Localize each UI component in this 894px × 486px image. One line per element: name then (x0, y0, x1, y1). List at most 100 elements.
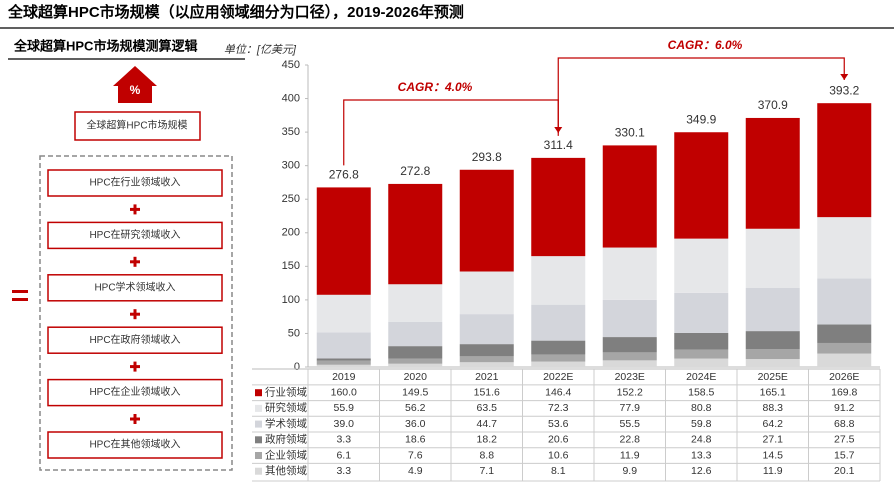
table-value: 18.6 (405, 434, 426, 446)
table-value: 7.6 (408, 449, 423, 461)
bar-segment (817, 324, 872, 343)
table-value: 27.1 (763, 434, 784, 446)
bar-segment (745, 349, 800, 360)
bar-segment (602, 352, 657, 361)
item-box (47, 274, 223, 302)
bar-segment (459, 271, 514, 315)
legend-swatch (255, 420, 262, 428)
plus-sign (133, 414, 137, 424)
table-value: 9.9 (622, 465, 637, 477)
total-label: 311.4 (544, 138, 573, 152)
table-value: 3.3 (336, 465, 351, 477)
total-label: 272.8 (400, 164, 430, 178)
bar-segment (531, 256, 586, 305)
bar-segment (388, 363, 443, 367)
item-label: HPC在行业领域收入 (89, 176, 180, 189)
bar-segment (459, 314, 514, 345)
bar-segment (531, 361, 586, 367)
bar-segment (674, 132, 729, 239)
item-box (47, 431, 223, 459)
table-value: 68.8 (834, 418, 855, 430)
total-box (74, 111, 201, 141)
bar-segment (817, 342, 872, 354)
x-tick-label: 2026E (829, 371, 859, 383)
table-value: 55.9 (334, 402, 355, 414)
y-tick-label: 300 (282, 160, 300, 172)
y-tick-label: 450 (282, 59, 300, 71)
table-value: 24.8 (691, 434, 712, 446)
y-tick-label: 200 (282, 227, 300, 239)
table-value: 8.8 (479, 449, 494, 461)
bar-segment (745, 359, 800, 367)
cagr-label: CAGR：4.0% (398, 80, 473, 94)
bar-segment (459, 362, 514, 367)
bar-segment (602, 299, 657, 338)
item-label: HPC学术领域收入 (94, 280, 175, 293)
bar-segment (316, 332, 371, 359)
table-value: 4.9 (408, 465, 423, 477)
legend-label: 政府领域 (265, 433, 307, 446)
y-tick-label: 400 (282, 92, 300, 104)
legend-label: 学术领域 (265, 417, 307, 430)
bar-segment (674, 332, 729, 350)
legend-label: 行业领域 (265, 385, 307, 398)
equals-sign (12, 290, 28, 301)
table-value: 158.5 (688, 386, 714, 398)
plus-sign (133, 309, 137, 320)
legend-label: 其他领域 (265, 464, 307, 477)
item-box (47, 169, 223, 197)
table-value: 3.3 (336, 434, 351, 446)
bar-segment (602, 360, 657, 367)
item-box (47, 221, 223, 250)
x-tick-label: 2020 (404, 371, 428, 383)
y-tick-label: 150 (282, 260, 300, 272)
legend-label: 研究领域 (265, 401, 307, 414)
diagram-heading: 全球超算HPC市场规模测算逻辑 (13, 38, 197, 53)
bar-segment (674, 292, 729, 333)
x-tick-label: 2025E (758, 371, 788, 383)
item-box (47, 326, 223, 354)
legend-swatch (255, 467, 262, 475)
plus-sign (133, 361, 137, 372)
table-value: 6.1 (336, 449, 351, 461)
bar-segment (316, 294, 371, 333)
item-label: HPC在其他领域收入 (89, 438, 180, 451)
bar-segment (817, 103, 872, 218)
table-value: 169.8 (831, 386, 857, 398)
cagr-label: CAGR：6.0% (668, 38, 743, 52)
x-tick-label: 2022E (543, 371, 573, 383)
y-tick-label: 50 (288, 327, 300, 339)
cagr-arrowhead (840, 74, 849, 80)
bar-segment (459, 344, 514, 357)
table-value: 20.6 (548, 434, 569, 446)
bar-segment (745, 228, 800, 289)
legend-label: 企业领域 (265, 448, 307, 461)
bar-segment (817, 217, 872, 279)
table-value: 14.5 (763, 449, 784, 461)
x-tick-label: 2019 (332, 371, 356, 383)
table-value: 27.5 (834, 434, 855, 446)
item-label: HPC在政府领域收入 (89, 333, 180, 346)
total-label: 370.9 (758, 98, 788, 112)
bar-segment (459, 356, 514, 363)
total-label: 330.1 (615, 126, 645, 140)
table-value: 80.8 (691, 402, 712, 414)
table-value: 18.2 (477, 434, 498, 446)
total-label: 276.8 (329, 168, 359, 182)
item-label: HPC在企业领域收入 (89, 385, 180, 398)
legend-swatch (255, 389, 262, 397)
total-label: 393.2 (829, 83, 859, 97)
y-tick-label: 350 (282, 126, 300, 138)
dashed-group (39, 155, 233, 471)
table-value: 77.9 (620, 402, 641, 414)
table-value: 53.6 (548, 418, 569, 430)
table-value: 91.2 (834, 402, 855, 414)
item-label: HPC在研究领域收入 (89, 228, 180, 241)
bar-segment (459, 169, 514, 272)
bar-segment (817, 353, 872, 367)
table-value: 13.3 (691, 449, 712, 461)
bar-segment (602, 247, 657, 300)
y-tick-label: 100 (282, 294, 300, 306)
bar-segment (316, 364, 371, 367)
bar-segment (531, 304, 586, 341)
